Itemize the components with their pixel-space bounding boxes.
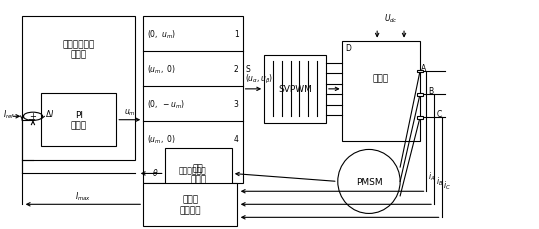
Text: SVPWM: SVPWM [278,85,312,94]
Text: 电压幅值自调
整模块: 电压幅值自调 整模块 [63,40,95,59]
Text: $u_m$: $u_m$ [124,107,136,117]
Text: 逆变器: 逆变器 [373,74,389,83]
Text: 电压分配模块: 电压分配模块 [179,166,207,175]
Bar [264,55,326,124]
Bar [342,42,420,142]
Bar [22,17,135,160]
Text: $(0,\ u_m)$: $(0,\ u_m)$ [148,28,176,40]
Circle shape [23,113,43,121]
Bar [143,183,237,226]
Text: B: B [429,87,434,96]
Text: $I_{max}$: $I_{max}$ [75,189,91,202]
Text: 3: 3 [234,100,239,109]
Text: $i_C$: $i_C$ [443,179,451,191]
Bar [41,94,116,146]
Text: +: + [30,112,37,121]
Text: $\theta$: $\theta$ [151,166,158,177]
Text: $(u_\alpha,u_\beta)$: $(u_\alpha,u_\beta)$ [245,73,274,86]
Text: C: C [436,110,441,119]
Text: S: S [245,65,250,74]
Text: −: − [29,114,37,125]
Text: 4: 4 [234,135,239,144]
Bar [417,93,423,96]
Text: A: A [421,64,426,73]
Text: $(u_m,\ 0)$: $(u_m,\ 0)$ [148,133,176,145]
Ellipse shape [338,150,400,213]
Text: 最大值
获取模块: 最大值 获取模块 [179,195,201,214]
Text: $i_A$: $i_A$ [428,170,436,182]
Bar [143,17,243,183]
Text: $(0,\ -u_m)$: $(0,\ -u_m)$ [148,98,185,110]
Text: PI
调节器: PI 调节器 [71,111,87,130]
Text: $I_{ref}$: $I_{ref}$ [3,108,16,121]
Text: $(u_m,\ 0)$: $(u_m,\ 0)$ [148,63,176,75]
Bar [417,116,423,119]
Text: $\Delta I$: $\Delta I$ [45,108,54,119]
Bar [417,70,423,73]
Text: D: D [345,44,351,53]
Text: 1: 1 [234,30,239,39]
Text: $i_B$: $i_B$ [436,174,443,187]
Text: 2: 2 [234,65,239,74]
Text: 位置
传感器: 位置 传感器 [190,164,206,183]
Bar [165,149,232,199]
Text: PMSM: PMSM [356,177,382,186]
Text: $U_{dc}$: $U_{dc}$ [384,12,398,25]
